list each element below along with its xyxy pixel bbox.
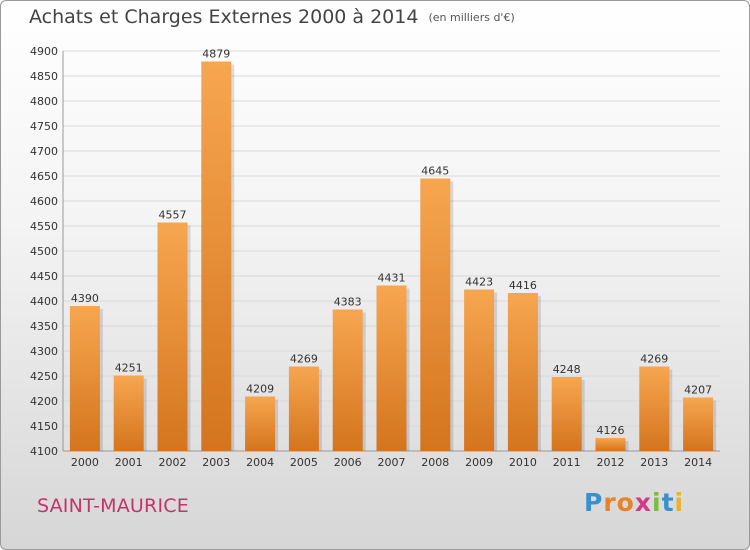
bar [595,438,626,451]
logo-letter: t [661,488,675,517]
y-tick-label: 4450 [30,270,58,283]
bar-value-label: 4126 [597,424,625,437]
logo-letter: i [674,488,685,517]
bar-value-label: 4269 [290,353,318,366]
bar [113,375,144,451]
chart-subtitle: (en milliers d'€) [428,11,515,24]
y-tick-label: 4400 [30,295,58,308]
bar-value-label: 4645 [421,165,449,178]
bar [507,293,538,451]
bar-value-label: 4269 [640,353,668,366]
label-layer: 4390 2000 4251 2001 4557 2002 4879 2003 4209 2004… [71,48,712,470]
x-tick-label: 2001 [115,456,143,469]
x-tick-label: 2005 [290,456,318,469]
bar [245,396,276,451]
y-tick-label: 4750 [30,120,58,133]
y-tick-label: 4500 [30,245,58,258]
bar-layer [69,61,717,451]
bar [464,289,495,451]
bar [639,366,670,451]
y-tick-label: 4350 [30,320,58,333]
bar-value-label: 4207 [684,384,712,397]
y-tick-label: 4700 [30,145,58,158]
y-tick-label: 4800 [30,95,58,108]
proxiti-logo: Proxiti [584,488,684,517]
y-tick-label: 4600 [30,195,58,208]
bar [69,306,100,451]
y-tick-label: 4100 [30,445,58,458]
bar-value-label: 4248 [553,363,581,376]
bar-value-label: 4879 [202,48,230,61]
y-tick-label: 4200 [30,395,58,408]
y-tick-label: 4300 [30,345,58,358]
x-tick-label: 2013 [640,456,668,469]
title-text: Achats et Charges Externes 2000 à 2014 [29,6,419,28]
x-tick-label: 2003 [202,456,230,469]
bar-value-label: 4431 [378,272,406,285]
y-tick-label: 4900 [30,45,58,58]
bar-value-label: 4390 [71,292,99,305]
x-tick-label: 2010 [509,456,537,469]
bar-value-label: 4557 [159,209,187,222]
x-tick-label: 2000 [71,456,99,469]
x-tick-label: 2002 [159,456,187,469]
bar-value-label: 4251 [115,362,143,375]
x-tick-label: 2012 [597,456,625,469]
bar-value-label: 4209 [246,383,274,396]
bar [288,366,319,451]
y-tick-label: 4550 [30,220,58,233]
bar [376,285,407,451]
bar [332,309,363,451]
x-tick-label: 2007 [378,456,406,469]
x-tick-label: 2008 [421,456,449,469]
logo-letter: r [603,488,617,517]
bar-value-label: 4416 [509,279,537,292]
logo-letter: x [634,488,652,517]
city-name: SAINT-MAURICE [37,495,189,517]
y-tick-label: 4150 [30,420,58,433]
y-tick-label: 4650 [30,170,58,183]
x-tick-label: 2009 [465,456,493,469]
logo-letter: P [584,488,604,517]
bar-value-label: 4383 [334,296,362,309]
logo-letter: i [652,488,662,517]
bar [201,61,232,451]
x-tick-label: 2006 [334,456,362,469]
bar [683,397,714,451]
chart-title: Achats et Charges Externes 2000 à 2014 (e… [29,6,515,28]
y-tick-label: 4850 [30,70,58,83]
bar [157,222,188,451]
x-tick-label: 2004 [246,456,274,469]
x-tick-label: 2011 [553,456,581,469]
bar-value-label: 4423 [465,276,493,289]
bar [420,178,451,451]
x-tick-label: 2014 [684,456,712,469]
bar [551,377,582,451]
logo-letter: o [616,488,635,517]
y-tick-label: 4250 [30,370,58,383]
